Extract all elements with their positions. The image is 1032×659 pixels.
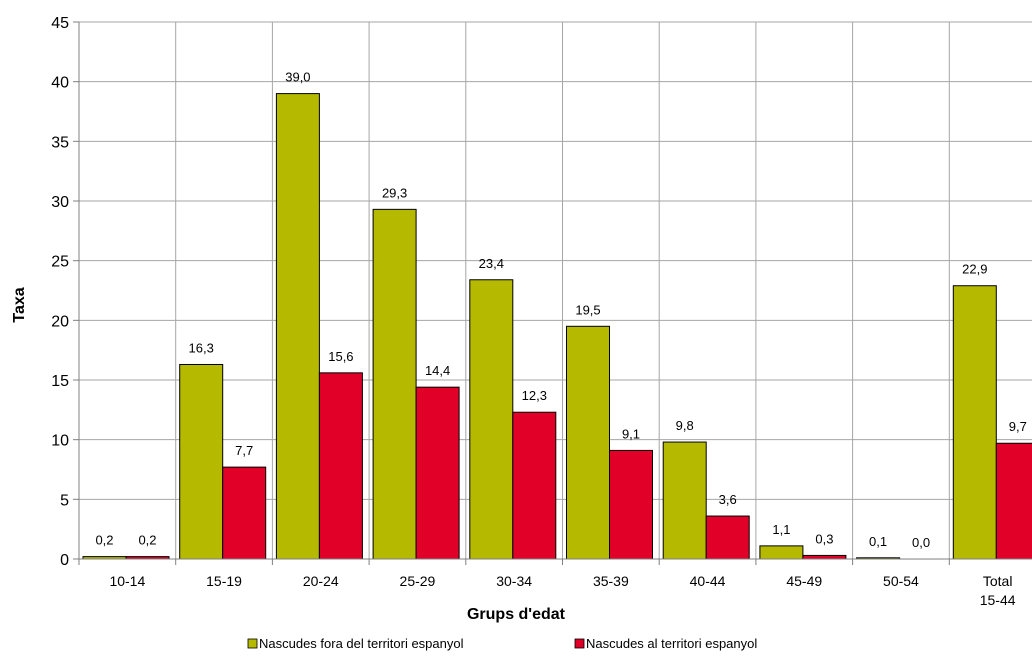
- data-label: 22,9: [962, 262, 987, 277]
- x-tick-label: 25-29: [400, 573, 436, 589]
- data-label: 29,3: [382, 185, 407, 200]
- data-label: 0,3: [815, 531, 833, 546]
- bar-fora: [662, 441, 707, 560]
- bar-al: [705, 515, 750, 560]
- y-tick-label: 20: [51, 313, 69, 330]
- bar-fora: [469, 279, 514, 560]
- data-label: 12,3: [522, 388, 547, 403]
- y-tick-label: 10: [51, 433, 69, 450]
- y-tick-label: 15: [51, 373, 69, 390]
- y-tick-label: 25: [51, 254, 69, 271]
- y-tick-label: 0: [60, 552, 69, 569]
- data-label: 9,1: [622, 426, 640, 441]
- x-tick-label: 15-19: [206, 573, 242, 589]
- y-tick-label: 40: [51, 75, 69, 92]
- data-label: 16,3: [189, 340, 214, 355]
- x-tick-label: 20-24: [303, 573, 339, 589]
- bar-al: [415, 386, 460, 560]
- data-label: 0,0: [912, 535, 930, 550]
- legend: Nascudes fora del territori espanyol Nas…: [247, 636, 757, 651]
- bar-fora: [566, 325, 610, 560]
- data-label: 0,1: [869, 534, 887, 549]
- x-tick-labels: 10-14 15-19 20-24 25-29 30-34 35-39 40-44 45-49…: [109, 573, 1015, 608]
- data-label: 0,2: [138, 533, 156, 548]
- legend-swatch-fora: [247, 638, 258, 649]
- x-tick-label: 10-14: [109, 573, 145, 589]
- bar-al: [222, 466, 267, 560]
- bar-al: [802, 554, 847, 560]
- legend-label-fora: Nascudes fora del territori espanyol: [259, 636, 464, 651]
- data-label: 3,6: [719, 492, 737, 507]
- data-label: 23,4: [479, 256, 504, 271]
- bar-fora: [952, 285, 997, 560]
- axes: [73, 21, 1032, 565]
- x-tick-label: 35-39: [593, 573, 629, 589]
- x-axis-title: Grups d'edat: [467, 606, 566, 623]
- bar-al: [318, 372, 363, 560]
- bar-fora: [275, 93, 320, 560]
- y-tick-label: 30: [51, 194, 69, 211]
- y-tick-labels: 0 5 10 15 20 25 30 35 40 45: [51, 15, 69, 569]
- x-tick-label: Total 15-44: [980, 573, 1016, 608]
- bar-fora: [179, 363, 224, 560]
- data-label: 9,7: [1009, 419, 1027, 434]
- bars: [82, 93, 1032, 560]
- bar-al: [512, 411, 557, 560]
- y-tick-label: 45: [51, 15, 69, 32]
- data-label: 15,6: [328, 349, 353, 364]
- x-tick-label: 50-54: [883, 573, 919, 589]
- data-label: 7,7: [235, 443, 253, 458]
- x-tick-label: 45-49: [786, 573, 822, 589]
- x-tick-label: 40-44: [690, 573, 726, 589]
- data-label: 1,1: [772, 522, 790, 537]
- bar-al: [609, 449, 653, 560]
- data-label: 19,5: [575, 302, 600, 317]
- data-labels: 0,2 16,3 39,0 29,3 23,4 19,5 9,8 1,1 0,1 22,9 0,2 7…: [95, 70, 1026, 550]
- bar-fora: [372, 208, 417, 560]
- x-tick-label: 30-34: [496, 573, 532, 589]
- data-label: 39,0: [285, 70, 310, 85]
- data-label: 9,8: [676, 418, 694, 433]
- data-label: 0,2: [95, 533, 113, 548]
- bar-fora: [759, 545, 804, 560]
- legend-swatch-al: [574, 638, 585, 649]
- data-label: 14,4: [425, 363, 450, 378]
- bar-al: [995, 442, 1032, 560]
- y-tick-label: 5: [60, 492, 69, 509]
- y-tick-label: 35: [51, 134, 69, 151]
- legend-label-al: Nascudes al territori espanyol: [586, 636, 757, 651]
- y-axis-title: Taxa: [11, 287, 28, 322]
